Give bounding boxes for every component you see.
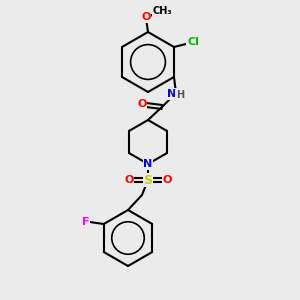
Text: O: O (141, 12, 151, 22)
Text: O: O (137, 99, 147, 109)
Text: Cl: Cl (187, 37, 199, 47)
Text: CH₃: CH₃ (152, 6, 172, 16)
Text: F: F (82, 217, 89, 227)
Text: S: S (143, 173, 152, 187)
Text: O: O (162, 175, 172, 185)
Text: H: H (176, 90, 184, 100)
Text: N: N (167, 89, 177, 99)
Text: O: O (124, 175, 134, 185)
Text: N: N (143, 159, 153, 169)
